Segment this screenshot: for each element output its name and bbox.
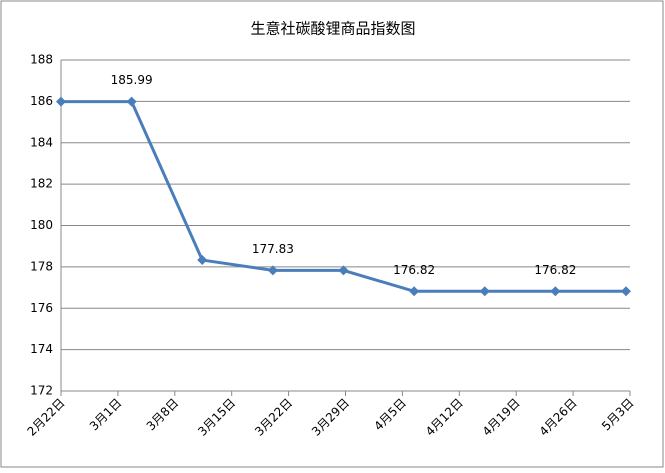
data-point (621, 286, 631, 297)
data-point (338, 265, 349, 276)
y-tick-label: 188 (30, 53, 53, 67)
y-tick-label: 174 (30, 342, 53, 356)
data-point (409, 286, 420, 297)
y-tick-label: 184 (30, 135, 53, 149)
data-label: 185.99 (111, 73, 153, 87)
y-tick-label: 172 (30, 384, 53, 398)
data-point (267, 265, 278, 276)
data-label: 176.82 (393, 263, 435, 277)
data-label: 176.82 (534, 263, 576, 277)
data-point (56, 96, 66, 107)
data-point (550, 286, 561, 297)
y-tick-label: 176 (30, 301, 53, 315)
y-tick-label: 186 (30, 94, 53, 108)
y-tick-label: 180 (30, 218, 53, 232)
y-tick-label: 182 (30, 177, 53, 191)
data-point (197, 255, 208, 266)
data-label: 177.83 (252, 242, 294, 256)
data-point (126, 96, 137, 107)
data-point (479, 286, 490, 297)
chart-title: 生意社碳酸锂商品指数图 (250, 20, 415, 38)
y-tick-label: 178 (30, 259, 53, 273)
